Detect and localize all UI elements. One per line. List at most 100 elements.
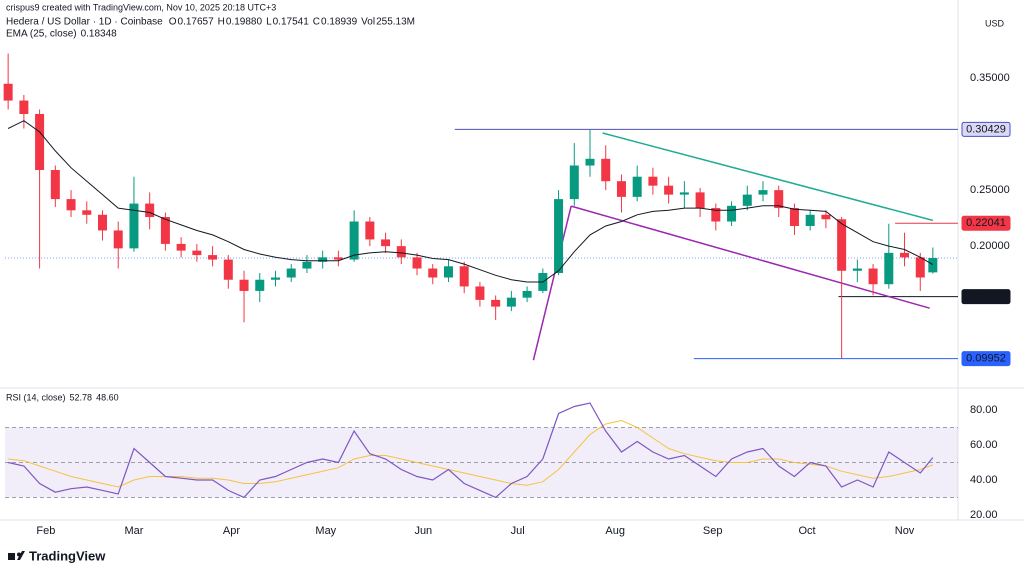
candle-body bbox=[19, 100, 29, 114]
x-tick-label: Mar bbox=[124, 525, 143, 537]
rsi-tick-label: 80.00 bbox=[970, 404, 998, 416]
candle-body bbox=[129, 203, 139, 249]
ohlc-name: L bbox=[266, 17, 272, 28]
candle-body bbox=[789, 208, 799, 226]
ema-value: 0.18348 bbox=[81, 29, 118, 40]
candle-body bbox=[915, 257, 925, 278]
ema-name: EMA (25, close) bbox=[6, 29, 77, 40]
candle-body bbox=[884, 252, 894, 285]
candle-body bbox=[176, 243, 186, 251]
rsi-tick-label: 40.00 bbox=[970, 474, 998, 486]
rsi-tick-label: 60.00 bbox=[970, 439, 998, 451]
candle-body bbox=[443, 266, 453, 278]
brand-logo: TradingView bbox=[8, 548, 106, 563]
brand: TradingView bbox=[29, 548, 106, 563]
candle-body bbox=[491, 299, 501, 307]
y-tick-label: 0.20000 bbox=[970, 240, 1010, 252]
candle-body bbox=[616, 181, 626, 197]
volume-name: Vol bbox=[361, 17, 375, 28]
candle-body bbox=[805, 214, 815, 226]
candle-body bbox=[302, 261, 312, 269]
candle-body bbox=[569, 165, 579, 200]
rsi-value: 52.78 bbox=[70, 392, 93, 402]
candle-body bbox=[900, 252, 910, 258]
candle-body bbox=[711, 208, 721, 222]
candle-body bbox=[506, 297, 516, 307]
candle-body bbox=[928, 258, 938, 273]
candle-body bbox=[192, 250, 202, 256]
caption: crispus9 created with TradingView.com, N… bbox=[6, 2, 276, 12]
candle-body bbox=[648, 176, 658, 186]
x-tick-label: Jun bbox=[414, 525, 432, 537]
trend-line bbox=[532, 205, 572, 361]
level-label: 0.30429 bbox=[966, 123, 1006, 135]
candle-body bbox=[318, 257, 328, 262]
candle-body bbox=[774, 190, 784, 209]
rsi-tick-label: 20.00 bbox=[970, 509, 998, 521]
rsi-name: RSI (14, close) bbox=[6, 392, 66, 402]
candle-body bbox=[585, 158, 595, 166]
x-tick-label: Nov bbox=[895, 525, 915, 537]
candle-body bbox=[333, 257, 343, 260]
level-label-box bbox=[961, 289, 1011, 305]
candle-body bbox=[632, 176, 642, 197]
candle-body bbox=[145, 203, 155, 218]
ohlc-value: 0.19880 bbox=[226, 17, 263, 28]
level-label: 0.22041 bbox=[966, 217, 1006, 229]
ohlc-value: 0.17541 bbox=[273, 17, 310, 28]
rsi-ma-value: 48.60 bbox=[96, 392, 119, 402]
level-label: 0.15487 bbox=[966, 291, 1006, 303]
candle-body bbox=[365, 221, 375, 240]
candle-body bbox=[475, 286, 485, 300]
candle-body bbox=[837, 219, 847, 271]
candle-body bbox=[286, 268, 296, 278]
candle-body bbox=[50, 169, 60, 200]
candle-body bbox=[679, 192, 689, 195]
ema-line bbox=[7, 120, 934, 283]
volume-value: 255.13M bbox=[376, 17, 415, 28]
level-label-box bbox=[961, 121, 1011, 137]
candle-body bbox=[3, 83, 13, 101]
candle-body bbox=[695, 192, 705, 209]
candle-body bbox=[428, 268, 438, 278]
ohlc-name: H bbox=[218, 17, 225, 28]
candle-body bbox=[554, 199, 564, 274]
candle-body bbox=[208, 255, 218, 260]
candle-body bbox=[868, 268, 878, 285]
candle-body bbox=[160, 217, 170, 244]
candle-body bbox=[35, 113, 45, 170]
candle-body bbox=[459, 266, 469, 287]
candle-body bbox=[381, 239, 391, 247]
y-tick-label: 0.25000 bbox=[970, 184, 1010, 196]
candle-body bbox=[255, 279, 265, 291]
candle-body bbox=[852, 268, 862, 271]
candle-body bbox=[396, 246, 406, 258]
candle-body bbox=[522, 290, 532, 298]
candle-body bbox=[758, 190, 768, 195]
candle-body bbox=[664, 185, 674, 195]
candle-body bbox=[98, 214, 108, 231]
trend-line bbox=[602, 132, 934, 222]
level-label-box bbox=[961, 215, 1011, 231]
ohlc-value: 0.17657 bbox=[178, 17, 215, 28]
candle-body bbox=[727, 205, 737, 222]
candle-body bbox=[82, 210, 92, 215]
candle-body bbox=[742, 194, 752, 206]
candle-body bbox=[412, 257, 422, 269]
candle-body bbox=[113, 230, 123, 249]
x-tick-label: May bbox=[315, 525, 336, 537]
symbol: Hedera / US Dollar · 1D · Coinbase bbox=[6, 17, 163, 28]
currency: USD bbox=[985, 18, 1005, 28]
level-label: 0.09952 bbox=[966, 353, 1006, 365]
x-tick-label: Apr bbox=[223, 525, 240, 537]
candle-body bbox=[66, 199, 76, 211]
level-label-box bbox=[961, 351, 1011, 367]
ohlc-value: 0.18939 bbox=[321, 17, 358, 28]
ohlc-name: C bbox=[313, 17, 320, 28]
candle-body bbox=[270, 277, 280, 280]
x-tick-label: Oct bbox=[798, 525, 815, 537]
ohlc-name: O bbox=[169, 17, 177, 28]
candle-body bbox=[239, 279, 249, 291]
